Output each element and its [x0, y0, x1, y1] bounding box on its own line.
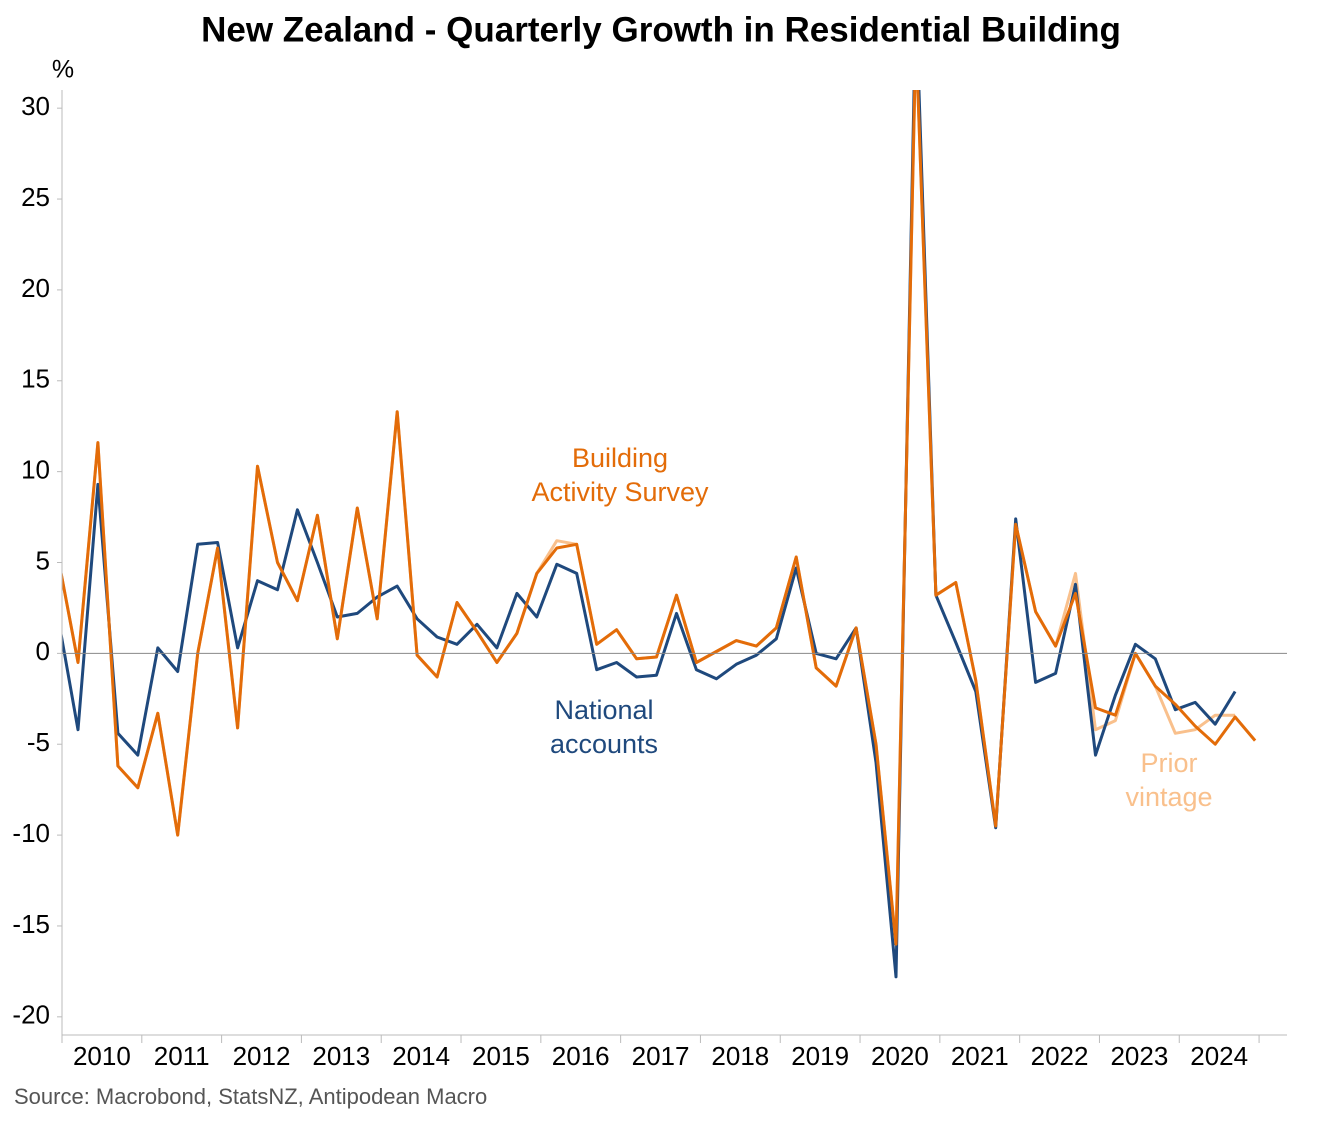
- y-tick-label: 20: [21, 273, 50, 303]
- x-tick-label: 2014: [392, 1041, 450, 1071]
- x-tick-label: 2010: [73, 1041, 131, 1071]
- y-tick-label: -15: [12, 909, 50, 939]
- y-axis-label: %: [52, 56, 74, 84]
- series-line: [62, 90, 1237, 979]
- x-tick-label: 2018: [711, 1041, 769, 1071]
- x-tick-label: 2020: [871, 1041, 929, 1071]
- x-tick-label: 2012: [233, 1041, 291, 1071]
- x-tick-label: 2019: [791, 1041, 849, 1071]
- y-tick-label: -10: [12, 818, 50, 848]
- x-tick-label: 2016: [552, 1041, 610, 1071]
- x-tick-label: 2024: [1190, 1041, 1248, 1071]
- x-tick-label: 2017: [632, 1041, 690, 1071]
- x-tick-label: 2022: [1031, 1041, 1089, 1071]
- chart-title: New Zealand - Quarterly Growth in Reside…: [201, 10, 1121, 49]
- y-tick-label: -20: [12, 1000, 50, 1030]
- series-label: Prior: [1140, 748, 1197, 778]
- y-tick-label: 10: [21, 455, 50, 485]
- plot-area: [62, 90, 1257, 979]
- y-tick-label: 15: [21, 364, 50, 394]
- x-tick-label: 2021: [951, 1041, 1009, 1071]
- series-label: accounts: [550, 729, 658, 759]
- x-tick-label: 2011: [154, 1041, 210, 1071]
- x-tick-label: 2015: [472, 1041, 530, 1071]
- series-label: Building: [572, 443, 668, 473]
- y-tick-label: 30: [21, 91, 50, 121]
- series-label: National: [554, 695, 653, 725]
- x-tick-label: 2023: [1110, 1041, 1168, 1071]
- y-tick-label: -5: [27, 727, 50, 757]
- source-note: Source: Macrobond, StatsNZ, Antipodean M…: [14, 1084, 487, 1109]
- y-tick-label: 5: [36, 545, 50, 575]
- series-label: Activity Survey: [531, 477, 709, 507]
- y-tick-label: 0: [36, 636, 50, 666]
- series-line: [62, 90, 1257, 946]
- y-tick-label: 25: [21, 182, 50, 212]
- x-tick-label: 2013: [312, 1041, 370, 1071]
- series-label: vintage: [1125, 782, 1212, 812]
